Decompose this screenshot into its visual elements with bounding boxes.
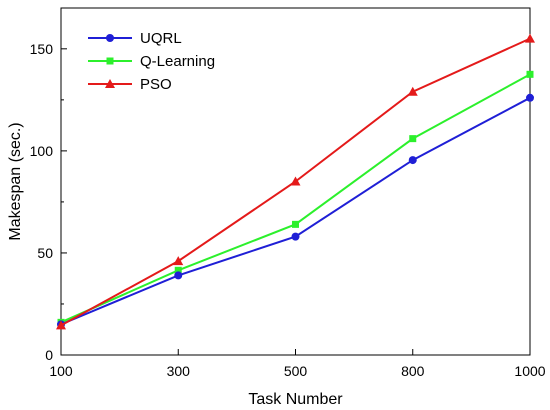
legend-label: PSO [140, 76, 172, 93]
y-axis-ticks: 0 50 100 150 [30, 41, 67, 363]
data-point [408, 156, 417, 165]
legend-item: Q-Learning [88, 53, 215, 70]
x-tick-label: 100 [49, 363, 73, 379]
legend-item: PSO [88, 76, 172, 93]
series-line [60, 73, 531, 324]
data-point [173, 256, 184, 266]
x-tick-label: 800 [401, 363, 425, 379]
data-point [291, 232, 300, 241]
x-tick-label: 300 [167, 363, 191, 379]
data-point [526, 93, 534, 102]
data-point [290, 176, 301, 186]
legend-marker [106, 57, 114, 65]
x-tick-label: 500 [284, 363, 308, 379]
legend-item: UQRL [88, 30, 182, 47]
legend-marker [106, 34, 114, 42]
data-point [526, 70, 534, 78]
series-layer [56, 33, 535, 330]
x-tick-label: 1000 [514, 363, 545, 379]
y-tick-label: 0 [45, 347, 53, 363]
legend-label: UQRL [140, 30, 182, 47]
y-tick-label: 150 [30, 41, 54, 57]
series-pso [56, 33, 535, 330]
y-tick-label: 100 [30, 143, 54, 159]
legend: UQRL Q-Learning PSO [88, 30, 215, 93]
data-point [525, 33, 535, 43]
y-axis-title: Makespan (sec.) [7, 122, 24, 240]
data-point [409, 135, 417, 143]
y-tick-label: 50 [37, 245, 53, 261]
series-uqrl [57, 93, 534, 329]
x-axis-ticks: 100 300 500 800 1000 [49, 349, 546, 379]
data-point [56, 320, 66, 330]
data-point [174, 271, 183, 280]
data-point [292, 220, 299, 228]
legend-marker [105, 79, 115, 88]
data-point [407, 86, 418, 96]
legend-label: Q-Learning [140, 53, 215, 70]
data-point [174, 266, 182, 274]
x-axis-title: Task Number [248, 391, 343, 408]
